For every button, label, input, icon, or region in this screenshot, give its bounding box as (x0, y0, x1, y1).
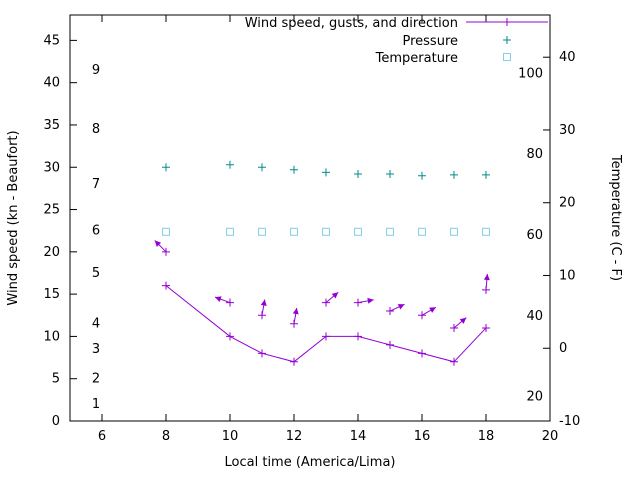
beaufort-tick-label: 4 (92, 317, 100, 332)
wind-speed-marker (482, 323, 490, 332)
wind-speed-marker (418, 349, 426, 358)
x-tick-label: 10 (222, 429, 239, 444)
y-right-c-tick-label: 0 (559, 341, 567, 356)
wind-direction-arrow-head (154, 240, 162, 247)
pressure-marker (322, 168, 330, 177)
legend-wind-sample-marker (503, 18, 511, 26)
wind-speed-marker (290, 357, 298, 366)
legend-wind-label: Wind speed, gusts, and direction (245, 16, 458, 31)
wind-direction-arrow-head (260, 299, 267, 306)
wind-speed-marker (162, 281, 170, 290)
x-tick-label: 14 (350, 429, 367, 444)
y-right-f-tick-label: 40 (526, 309, 543, 324)
wind-direction-arrow-head (483, 273, 490, 281)
y-right-f-tick-label: 100 (518, 66, 543, 81)
y-right-c-tick-label: 30 (559, 123, 576, 138)
x-axis-label: Local time (America/Lima) (225, 455, 396, 470)
pressure-marker (354, 170, 362, 179)
y-left-axis-label: Wind speed (kn - Beaufort) (6, 130, 21, 305)
beaufort-tick-label: 2 (92, 372, 100, 387)
wind-direction-arrow-head (214, 296, 222, 302)
y-left-tick-label: 5 (52, 372, 60, 387)
wind-speed-marker (354, 332, 362, 341)
beaufort-tick-label: 7 (92, 177, 100, 192)
pressure-marker (226, 160, 234, 169)
wind-speed-marker (322, 332, 330, 341)
pressure-marker (482, 170, 490, 179)
temperature-marker (322, 227, 330, 236)
wind-direction-arrow-head (459, 317, 467, 324)
plot-frame (69, 14, 551, 422)
y-left-tick-label: 25 (43, 203, 60, 218)
y-right-f-tick-label: 60 (526, 228, 543, 243)
y-left-tick-label: 10 (43, 329, 60, 344)
beaufort-tick-label: 9 (92, 63, 100, 78)
temperature-marker (290, 227, 298, 236)
wind-speed-marker (258, 349, 266, 358)
y-left-tick-label: 15 (43, 287, 60, 302)
x-tick-label: 8 (162, 429, 170, 444)
temperature-marker (482, 227, 490, 236)
beaufort-tick-label: 3 (92, 342, 100, 357)
y-right-c-tick-label: 40 (559, 50, 576, 65)
legend-pressure-label: Pressure (402, 34, 458, 49)
wind-direction-arrow-head (429, 307, 436, 313)
beaufort-tick-label: 5 (92, 266, 100, 281)
wind-direction-arrow-head (367, 297, 374, 304)
y-left-tick-label: 45 (43, 33, 60, 48)
legend-temperature-label: Temperature (375, 51, 458, 66)
y-left-tick-label: 30 (43, 160, 60, 175)
wind-gust-marker (418, 311, 426, 320)
legend-temperature-sample-marker (503, 53, 511, 61)
y-left-tick-label: 35 (43, 118, 60, 133)
temperature-marker (418, 227, 426, 236)
temperature-marker (258, 227, 266, 236)
pressure-marker (418, 171, 426, 180)
wind-speed-marker (386, 340, 394, 349)
wind-gust-marker (386, 307, 394, 316)
y-right-f-tick-label: 20 (526, 390, 543, 405)
y-right-c-tick-label: 20 (559, 196, 576, 211)
pressure-marker (450, 170, 458, 179)
x-tick-label: 6 (98, 429, 106, 444)
beaufort-tick-label: 1 (92, 397, 100, 412)
legend-pressure-sample-marker (503, 36, 511, 44)
pressure-marker (290, 165, 298, 174)
y-right-f-tick-label: 80 (526, 147, 543, 162)
wind-speed-marker (450, 357, 458, 366)
y-left-tick-label: 0 (52, 414, 60, 429)
wind-direction-arrow-head (331, 292, 339, 299)
beaufort-tick-label: 6 (92, 224, 100, 239)
pressure-marker (162, 163, 170, 172)
y-right-axis-label: Temperature (C - F) (608, 154, 623, 281)
x-tick-label: 18 (478, 429, 495, 444)
temperature-marker (226, 227, 234, 236)
wind-speed-marker (226, 332, 234, 341)
temperature-marker (386, 227, 394, 236)
wind-direction-arrow-head (397, 304, 405, 310)
temperature-marker (162, 227, 170, 236)
x-tick-label: 16 (414, 429, 431, 444)
y-right-c-tick-label: -10 (559, 414, 580, 429)
x-tick-label: 20 (542, 429, 559, 444)
y-left-tick-label: 40 (43, 76, 60, 91)
pressure-marker (386, 170, 394, 179)
wind-direction-arrow-head (292, 307, 299, 315)
pressure-marker (258, 163, 266, 172)
wind-speed-line (165, 285, 487, 363)
temperature-marker (450, 227, 458, 236)
beaufort-tick-label: 8 (92, 122, 100, 137)
x-tick-label: 12 (286, 429, 303, 444)
y-left-tick-label: 20 (43, 245, 60, 260)
y-right-c-tick-label: 10 (559, 268, 576, 283)
temperature-marker (354, 227, 362, 236)
